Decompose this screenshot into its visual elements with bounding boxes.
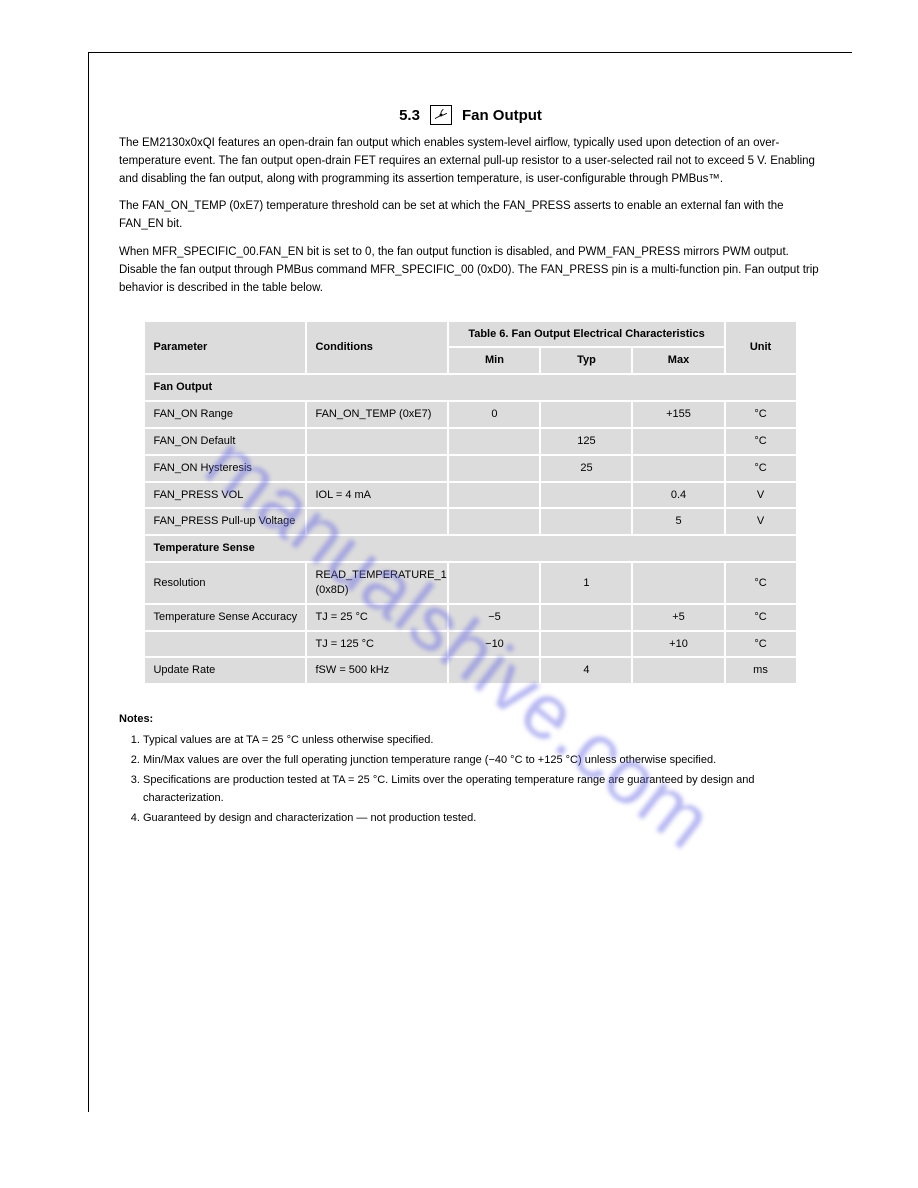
- cell: [541, 483, 631, 508]
- cell: +5: [633, 605, 723, 630]
- cell: TJ = 125 °C: [307, 632, 447, 657]
- cell: 0: [449, 402, 539, 427]
- table-row: Resolution READ_TEMPERATURE_1 (0x8D) 1 °…: [145, 563, 795, 603]
- cell: °C: [726, 605, 796, 630]
- cell: [145, 632, 305, 657]
- cell: [541, 402, 631, 427]
- paragraph-1: The EM2130x0xQI features an open-drain f…: [119, 135, 821, 188]
- cell: [449, 658, 539, 683]
- cell: READ_TEMPERATURE_1 (0x8D): [307, 563, 447, 603]
- cell: [449, 483, 539, 508]
- section-row-temp: Temperature Sense: [145, 536, 795, 561]
- hdr-caption: Table 6. Fan Output Electrical Character…: [449, 322, 723, 347]
- cell: [633, 456, 723, 481]
- hdr-min: Min: [449, 348, 539, 373]
- cell: FAN_PRESS Pull-up Voltage: [145, 509, 305, 534]
- cell: +10: [633, 632, 723, 657]
- table-row: FAN_PRESS Pull-up Voltage 5 V: [145, 509, 795, 534]
- table-row: FAN_ON Range FAN_ON_TEMP (0xE7) 0 +155 °…: [145, 402, 795, 427]
- cell: [633, 429, 723, 454]
- cell: FAN_PRESS VOL: [145, 483, 305, 508]
- cell: ms: [726, 658, 796, 683]
- cell: Resolution: [145, 563, 305, 603]
- cell: +155: [633, 402, 723, 427]
- cell: °C: [726, 563, 796, 603]
- cell: −5: [449, 605, 539, 630]
- cell: FAN_ON Range: [145, 402, 305, 427]
- cell: [633, 563, 723, 603]
- table-header-row: Parameter Conditions Table 6. Fan Output…: [145, 322, 795, 347]
- fan-spec-table: Parameter Conditions Table 6. Fan Output…: [143, 320, 797, 686]
- table-row: FAN_PRESS VOL IOL = 4 mA 0.4 V: [145, 483, 795, 508]
- paragraph-3: When MFR_SPECIFIC_00.FAN_EN bit is set t…: [119, 244, 821, 297]
- hdr-param: Parameter: [145, 322, 305, 374]
- hdr-unit: Unit: [726, 322, 796, 374]
- table-row: TJ = 125 °C −10 +10 °C: [145, 632, 795, 657]
- cell: [307, 429, 447, 454]
- note-item: Typical values are at TA = 25 °C unless …: [143, 732, 822, 749]
- cell: fSW = 500 kHz: [307, 658, 447, 683]
- section-heading: 5.3 Fan Output: [119, 105, 822, 125]
- hdr-typ: Typ: [541, 348, 631, 373]
- cell: [541, 509, 631, 534]
- cell: TJ = 25 °C: [307, 605, 447, 630]
- note-item: Specifications are production tested at …: [143, 772, 822, 806]
- cell: 0.4: [633, 483, 723, 508]
- cell: °C: [726, 456, 796, 481]
- cell: 4: [541, 658, 631, 683]
- hdr-max: Max: [633, 348, 723, 373]
- table-row: FAN_ON Default 125 °C: [145, 429, 795, 454]
- cell: [449, 509, 539, 534]
- cell: 125: [541, 429, 631, 454]
- cell: 1: [541, 563, 631, 603]
- cell: FAN_ON_TEMP (0xE7): [307, 402, 447, 427]
- cell: [449, 563, 539, 603]
- cell: °C: [726, 402, 796, 427]
- cell: V: [726, 483, 796, 508]
- note-item: Min/Max values are over the full operati…: [143, 752, 822, 769]
- section-row-fan: Fan Output: [145, 375, 795, 400]
- cell: °C: [726, 632, 796, 657]
- cell: [307, 456, 447, 481]
- cell: [633, 658, 723, 683]
- page-frame: 5.3 Fan Output The EM2130x0xQI features …: [88, 52, 852, 1112]
- hdr-cond: Conditions: [307, 322, 447, 374]
- heading-number: 5.3: [399, 107, 420, 124]
- cell: V: [726, 509, 796, 534]
- cell: 5: [633, 509, 723, 534]
- cell: IOL = 4 mA: [307, 483, 447, 508]
- table-row: FAN_ON Hysteresis 25 °C: [145, 456, 795, 481]
- paragraph-2: The FAN_ON_TEMP (0xE7) temperature thres…: [119, 198, 821, 234]
- notes-title: Notes:: [119, 711, 822, 728]
- table-row: Update Rate fSW = 500 kHz 4 ms: [145, 658, 795, 683]
- cell: [449, 429, 539, 454]
- section1-label: Fan Output: [145, 375, 795, 400]
- cell: [307, 509, 447, 534]
- cell: −10: [449, 632, 539, 657]
- cell: Update Rate: [145, 658, 305, 683]
- table-row: Temperature Sense Accuracy TJ = 25 °C −5…: [145, 605, 795, 630]
- cell: °C: [726, 429, 796, 454]
- cell: FAN_ON Hysteresis: [145, 456, 305, 481]
- cell: Temperature Sense Accuracy: [145, 605, 305, 630]
- cell: [541, 632, 631, 657]
- cell: [541, 605, 631, 630]
- section2-label: Temperature Sense: [145, 536, 795, 561]
- cell: FAN_ON Default: [145, 429, 305, 454]
- note-item: Guaranteed by design and characterizatio…: [143, 810, 822, 827]
- notes-block: Notes: Typical values are at TA = 25 °C …: [119, 711, 822, 826]
- heading-title: Fan Output: [462, 107, 542, 124]
- cell: 25: [541, 456, 631, 481]
- cell: [449, 456, 539, 481]
- fan-icon: [430, 105, 452, 125]
